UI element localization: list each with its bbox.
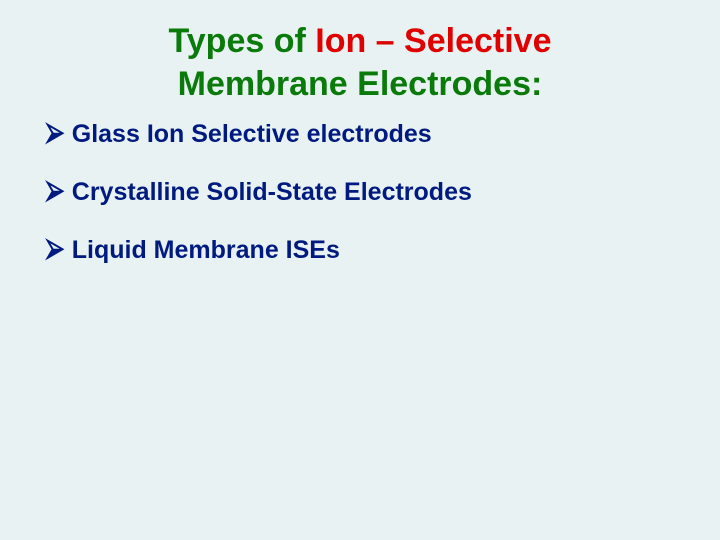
title-part-3: Membrane Electrodes: [178,65,543,103]
title-part-1: Types of [169,22,316,60]
list-item-text: Crystalline Solid-State Electrodes [72,177,472,207]
list-item: ⮚ Liquid Membrane ISEs [46,235,692,265]
bullet-list: ⮚ Glass Ion Selective electrodes ⮚ Cryst… [28,119,692,265]
slide-title: Types of Ion – Selective Membrane Electr… [28,20,692,105]
bullet-icon: ⮚ [46,235,64,263]
bullet-icon: ⮚ [46,119,64,147]
list-item: ⮚ Glass Ion Selective electrodes [46,119,692,149]
slide: Types of Ion – Selective Membrane Electr… [0,0,720,540]
title-part-2: Ion – Selective [315,22,551,60]
list-item-text: Glass Ion Selective electrodes [72,119,432,149]
list-item-text: Liquid Membrane ISEs [72,235,340,265]
bullet-icon: ⮚ [46,177,64,205]
list-item: ⮚ Crystalline Solid-State Electrodes [46,177,692,207]
